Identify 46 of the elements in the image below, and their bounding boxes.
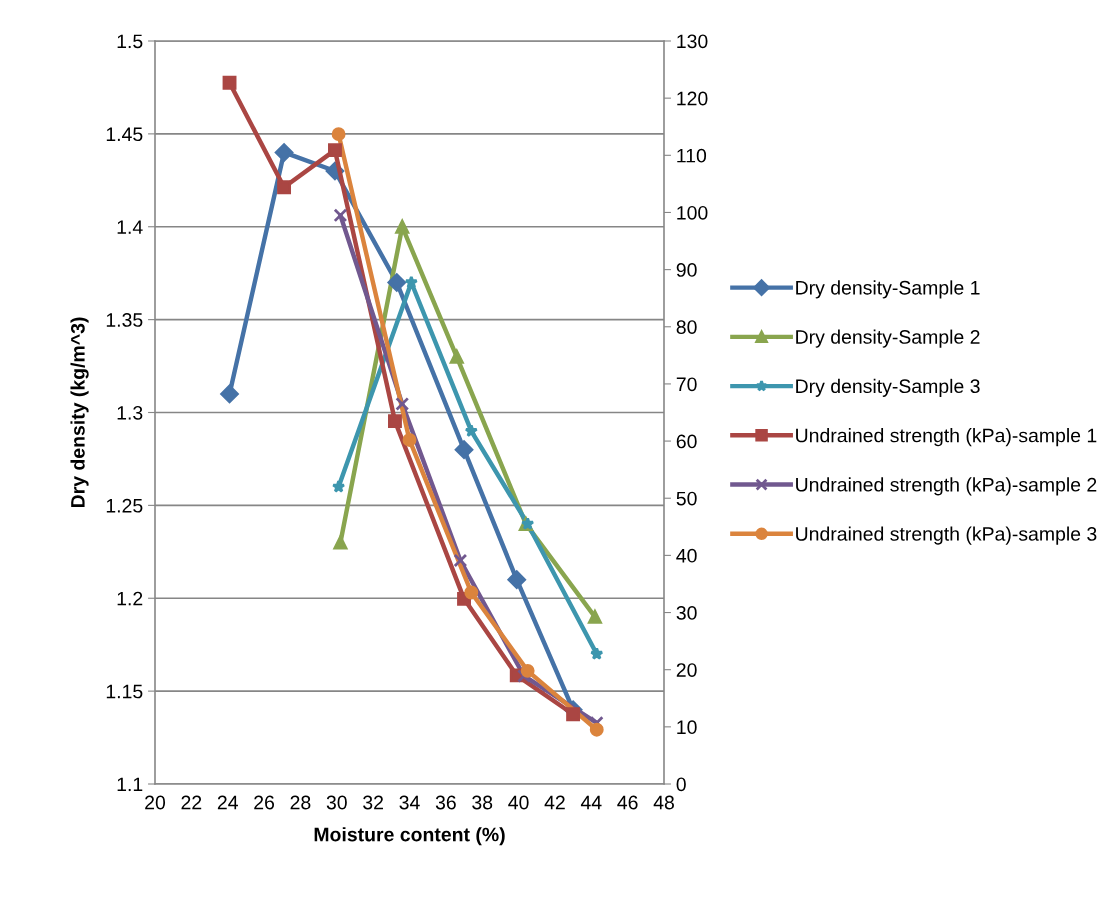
y-tick-label: 1.45	[106, 127, 143, 142]
y2-tick-label: 50	[676, 491, 697, 506]
y2-tick-label: 130	[677, 34, 708, 49]
legend-label: Undrained strength (kPa)-sample 1	[796, 428, 1097, 447]
legend-label: Dry density-Sample 1	[796, 280, 980, 299]
x-tick-label: 34	[399, 795, 420, 810]
x-tick-label: 24	[217, 795, 238, 810]
x-tick-label: 26	[254, 795, 275, 810]
y-tick-label: 1.5	[117, 34, 143, 49]
x-tick-label: 38	[472, 795, 493, 810]
y-tick-label: 1.25	[106, 498, 143, 513]
y-tick-label: 1.35	[106, 313, 143, 327]
y-tick-label: 1.4	[117, 220, 143, 234]
x-tick-label: 22	[181, 795, 202, 810]
x-tick-label: 36	[435, 795, 456, 810]
y2-tick-label: 80	[676, 320, 697, 335]
x-tick-label: 48	[653, 795, 674, 810]
x-tick-label: 46	[617, 795, 638, 810]
y2-tick-label: 70	[676, 377, 697, 392]
legend-label: Dry density-Sample 2	[796, 329, 980, 348]
x-tick-label: 28	[290, 795, 311, 810]
y-tick-label: 1.2	[117, 591, 143, 606]
y2-tick-label: 40	[676, 548, 697, 563]
y2-tick-label: 90	[676, 263, 697, 277]
x-tick-label: 32	[363, 795, 383, 810]
x-tick-label: 44	[580, 795, 602, 810]
x-tick-label: 20	[145, 795, 166, 810]
y2-tick-label: 100	[677, 205, 708, 220]
y-tick-label: 1.3	[117, 405, 143, 420]
y2-tick-label: 30	[676, 606, 697, 620]
y2-tick-label: 110	[677, 148, 707, 163]
y-axis-title: Dry density (kg/m^3)	[70, 317, 89, 508]
legend-label: Dry density-Sample 3	[796, 378, 980, 397]
x-tick-label: 42	[544, 795, 565, 810]
y2-tick-label: 20	[676, 663, 697, 677]
y-tick-label: 1.15	[106, 684, 143, 699]
y2-tick-label: 10	[677, 720, 697, 735]
y2-tick-label: 0	[676, 777, 686, 792]
x-axis-title: Moisture content (%)	[314, 827, 505, 846]
x-tick-label: 30	[326, 795, 347, 810]
legend-label: Undrained strength (kPa)-sample 3	[796, 526, 1097, 545]
y2-tick-label: 120	[677, 91, 708, 106]
legend-label: Undrained strength (kPa)-sample 2	[796, 477, 1097, 496]
y-tick-label: 1.1	[117, 777, 143, 792]
y2-tick-label: 60	[676, 434, 697, 449]
x-tick-label: 40	[508, 795, 529, 810]
